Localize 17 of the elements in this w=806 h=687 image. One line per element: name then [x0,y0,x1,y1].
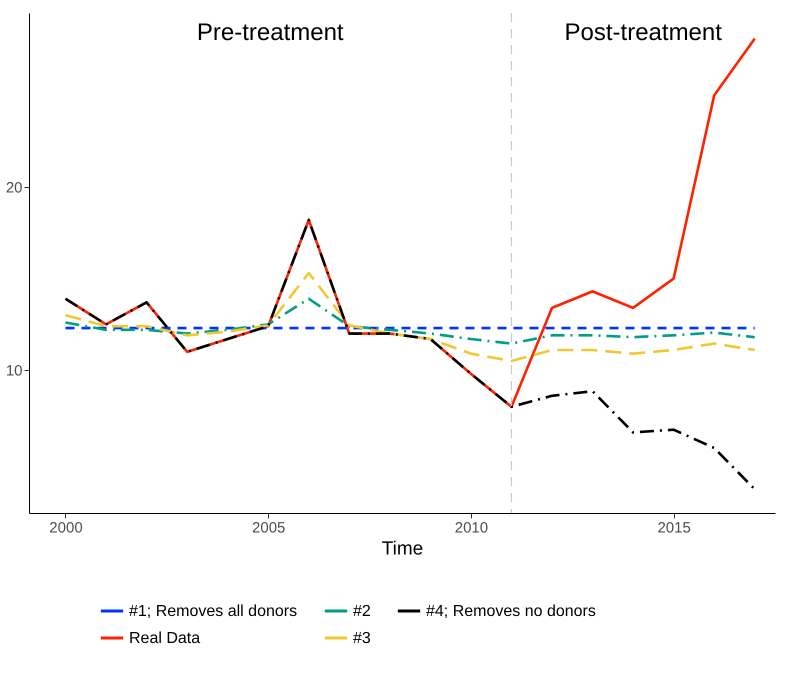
line-series [64,297,756,345]
annotation: Pre-treatment [196,19,344,46]
x-tick-label: 2015 [657,520,691,536]
y-tick-label: 20 [6,179,22,196]
legend-label: #4; Removes no donors [426,603,596,620]
line-series [64,272,756,362]
legend-label: #3 [353,630,371,647]
line-series [64,218,756,490]
x-tick-label: 2005 [252,520,286,536]
x-axis-title: Time [382,538,424,560]
x-tick-label: 2000 [49,520,83,536]
y-tick-label: 10 [6,362,22,380]
legend-label: Real Data [129,630,200,647]
legend-label: #2 [353,603,371,620]
x-tick-label: 2010 [454,520,488,536]
annotation: Post-treatment [564,19,722,46]
legend-label: #1; Removes all donors [129,603,298,620]
